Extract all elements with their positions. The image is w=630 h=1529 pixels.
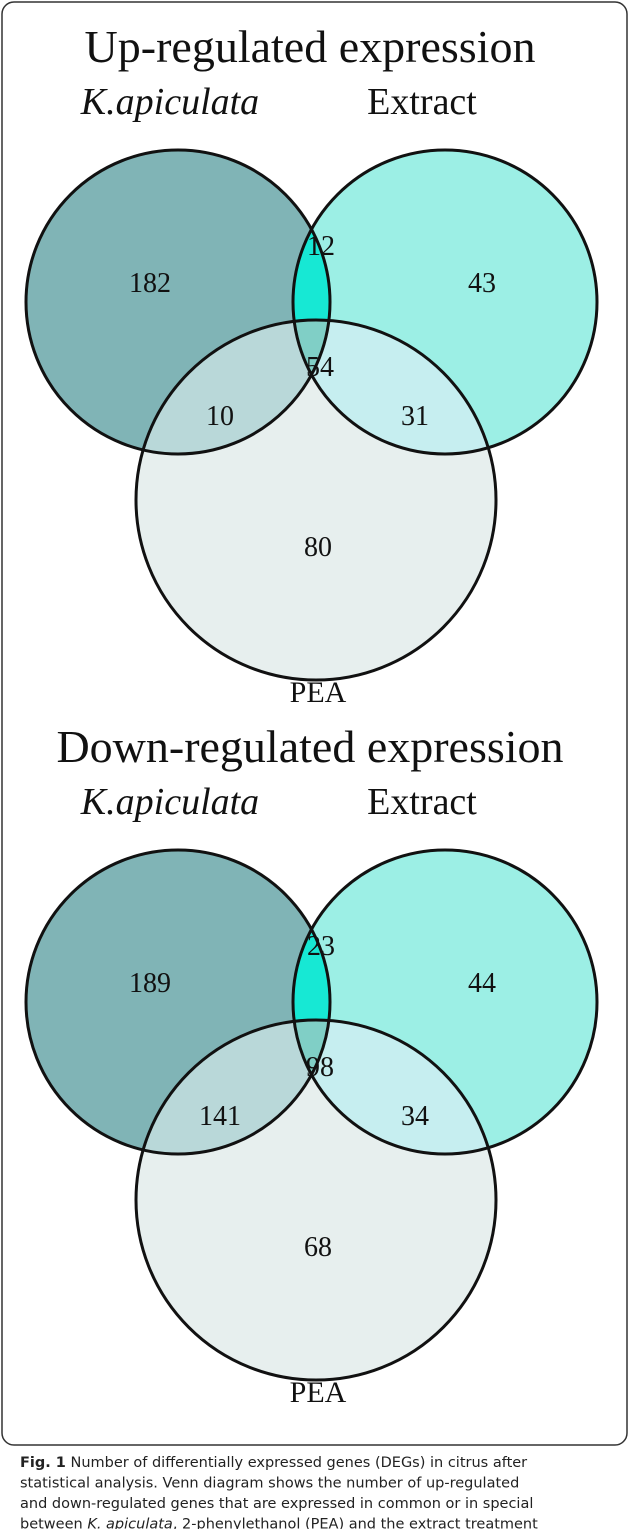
region-count: 44 <box>468 968 496 999</box>
set-label: PEA <box>290 676 347 709</box>
outline <box>134 318 498 682</box>
region-count: 43 <box>468 268 496 299</box>
region-count: 189 <box>129 968 171 999</box>
set-label: Extract <box>367 81 477 123</box>
caption-line: and down-regulated genes that are expres… <box>20 1496 533 1512</box>
caption-line: between K. apiculata, 2-phenylethanol (P… <box>20 1517 538 1529</box>
region-ac <box>136 1020 330 1154</box>
region-bc <box>293 1020 496 1154</box>
set-label: Extract <box>367 781 477 823</box>
region-count: 68 <box>304 1232 332 1263</box>
outline <box>24 848 332 1156</box>
set-label: K.apiculata <box>80 81 259 123</box>
caption-text: statistical analysis. Venn diagram shows… <box>20 1476 519 1492</box>
region-ac <box>136 320 330 454</box>
caption-text: K. apiculata <box>87 1517 173 1529</box>
region-count: 98 <box>306 1052 334 1083</box>
caption-text: Number of differentially expressed genes… <box>66 1455 527 1471</box>
outline <box>291 148 599 456</box>
region-count: 54 <box>306 352 334 383</box>
region-count: 10 <box>206 401 234 432</box>
region-count: 12 <box>307 231 335 262</box>
caption-text: between <box>20 1517 87 1529</box>
outline <box>24 148 332 456</box>
outline <box>291 848 599 1156</box>
caption-line: statistical analysis. Venn diagram shows… <box>20 1476 519 1492</box>
outline <box>134 1018 498 1382</box>
set-label: PEA <box>290 1376 347 1409</box>
region-count: 23 <box>307 931 335 962</box>
region-count: 34 <box>401 1101 429 1132</box>
frame <box>1 1 628 1446</box>
region-count: 182 <box>129 268 171 299</box>
diagram-title: Up-regulated expression <box>85 21 536 72</box>
region-count: 80 <box>304 532 332 563</box>
region-bc <box>293 320 496 454</box>
region-count: 141 <box>199 1101 241 1132</box>
caption-line: Fig. 1 Number of differentially expresse… <box>20 1455 527 1471</box>
caption-label: Fig. 1 <box>20 1455 66 1471</box>
caption-text: , 2-phenylethanol (PEA) and the extract … <box>173 1517 538 1529</box>
caption-text: and down-regulated genes that are expres… <box>20 1496 533 1512</box>
set-label: K.apiculata <box>80 781 259 823</box>
diagram-title: Down-regulated expression <box>56 721 563 772</box>
region-count: 31 <box>401 401 429 432</box>
